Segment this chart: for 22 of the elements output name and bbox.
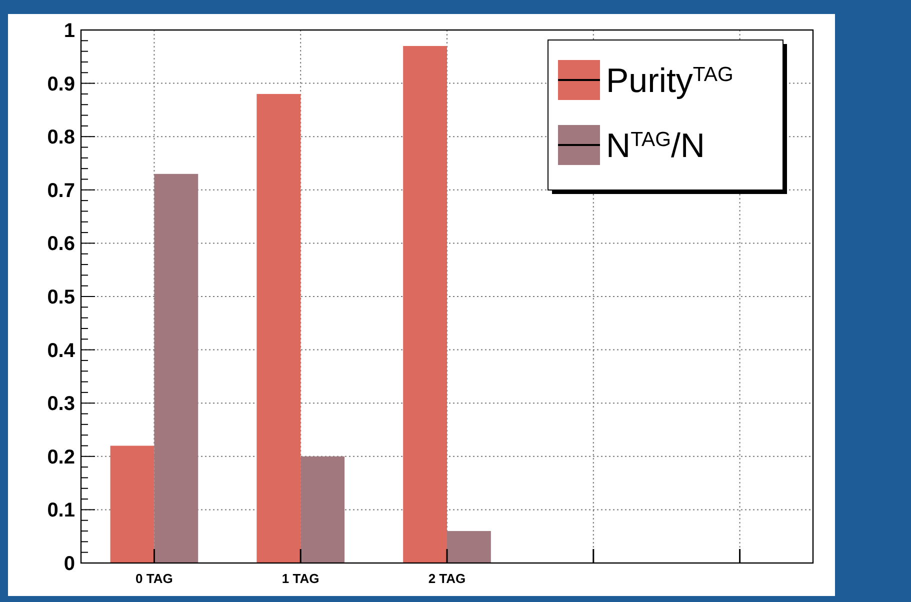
x-tick-label: 1 TAG	[282, 571, 320, 586]
y-tick-label: 0.3	[47, 393, 75, 416]
y-tick-label: 0.1	[47, 500, 75, 522]
y-tick-label: 0.5	[47, 286, 75, 308]
y-tick-label: 0.6	[47, 233, 75, 256]
bar	[154, 174, 198, 563]
y-tick-label: 0	[64, 553, 75, 575]
y-tick-label: 1	[64, 20, 75, 42]
y-tick-label: 0.7	[47, 180, 75, 202]
y-tick-label: 0.4	[47, 340, 76, 362]
legend-label: Purity$^{TAG}$	[606, 62, 734, 100]
bar	[403, 46, 447, 563]
y-tick-label: 0.2	[47, 446, 75, 468]
bar	[447, 531, 491, 563]
y-tick-label: 0.8	[47, 126, 75, 149]
x-tick-label: 2 TAG	[428, 571, 466, 586]
bar	[300, 456, 345, 563]
bar	[110, 446, 154, 563]
y-tick-label: 0.9	[47, 73, 75, 96]
x-tick-label: 0 TAG	[136, 571, 173, 586]
bar	[256, 94, 301, 563]
legend-label: N$^{TAG}$/N	[606, 127, 705, 165]
